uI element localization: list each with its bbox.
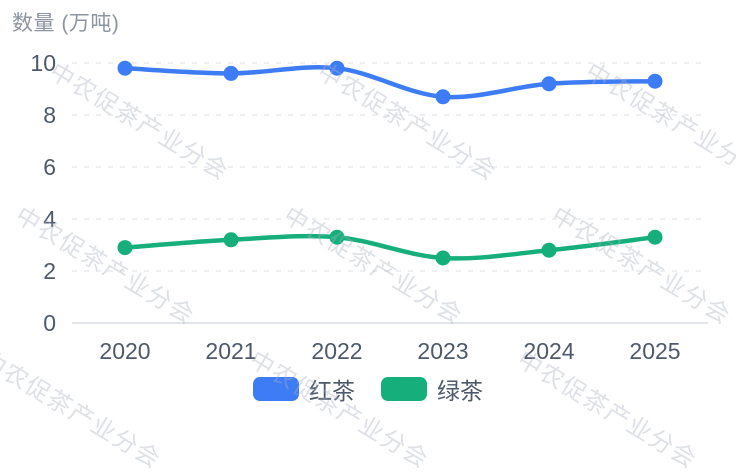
legend-swatch-icon [253,377,299,401]
series-line-红茶 [122,64,658,100]
chart-card: 数量 (万吨) 0 2 4 6 8 10 2020 2021 2022 2023 2024 2025 … [0,12,736,475]
legend-item-绿茶[interactable]: 绿茶 [381,372,483,406]
data-point-绿茶-2023[interactable] [435,250,451,266]
data-point-绿茶-2024[interactable] [541,242,557,258]
data-point-绿茶-2025[interactable] [647,229,663,245]
data-point-红茶-2021[interactable] [223,65,239,81]
legend-item-红茶[interactable]: 红茶 [253,372,355,406]
data-point-绿茶-2022[interactable] [329,229,345,245]
y-tick-label: 2 [43,258,56,284]
data-point-绿茶-2021[interactable] [223,232,239,248]
y-axis-title: 数量 (万吨) [12,12,120,35]
data-point-红茶-2024[interactable] [541,76,557,92]
y-tick-label: 0 [43,310,56,336]
series-line-绿茶 [122,233,658,261]
data-point-红茶-2025[interactable] [647,73,663,89]
y-tick-label: 8 [43,102,56,128]
x-tick-label: 2021 [205,338,256,364]
y-tick-label: 10 [30,50,56,76]
data-point-红茶-2022[interactable] [329,60,345,76]
data-point-红茶-2023[interactable] [435,89,451,105]
x-tick-label: 2020 [99,338,150,364]
x-tick-label: 2023 [417,338,468,364]
x-tick-label: 2025 [629,338,680,364]
data-point-红茶-2020[interactable] [117,60,133,76]
legend-label: 红茶 [309,378,355,404]
legend-swatch-icon [381,377,427,401]
line-chart-plot: 0 2 4 6 8 10 2020 2021 2022 2023 2024 2025 [30,50,708,364]
y-tick-label: 4 [43,206,56,232]
data-point-绿茶-2020[interactable] [117,240,133,256]
x-tick-label: 2022 [311,338,362,364]
y-tick-label: 6 [43,154,56,180]
legend: 红茶 绿茶 [0,373,736,405]
legend-label: 绿茶 [437,378,483,404]
x-tick-label: 2024 [523,338,574,364]
